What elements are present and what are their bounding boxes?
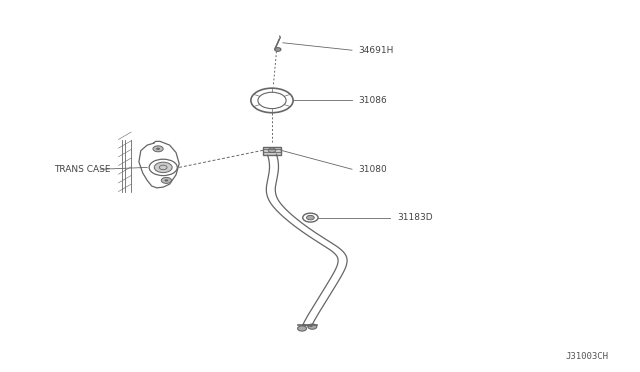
Text: 34691H: 34691H xyxy=(358,46,394,55)
Circle shape xyxy=(298,326,307,331)
Text: 31183D: 31183D xyxy=(397,213,433,222)
Circle shape xyxy=(161,177,172,183)
Circle shape xyxy=(307,215,314,220)
Text: J31003CH: J31003CH xyxy=(565,352,608,361)
Circle shape xyxy=(308,324,317,329)
FancyBboxPatch shape xyxy=(263,147,281,155)
Text: 31086: 31086 xyxy=(358,96,387,105)
Text: TRANS CASE: TRANS CASE xyxy=(54,165,111,174)
Circle shape xyxy=(268,148,276,153)
Circle shape xyxy=(154,162,172,173)
Circle shape xyxy=(275,48,281,51)
Circle shape xyxy=(153,146,163,152)
Circle shape xyxy=(164,179,168,182)
Text: 31080: 31080 xyxy=(358,165,387,174)
Circle shape xyxy=(156,148,160,150)
